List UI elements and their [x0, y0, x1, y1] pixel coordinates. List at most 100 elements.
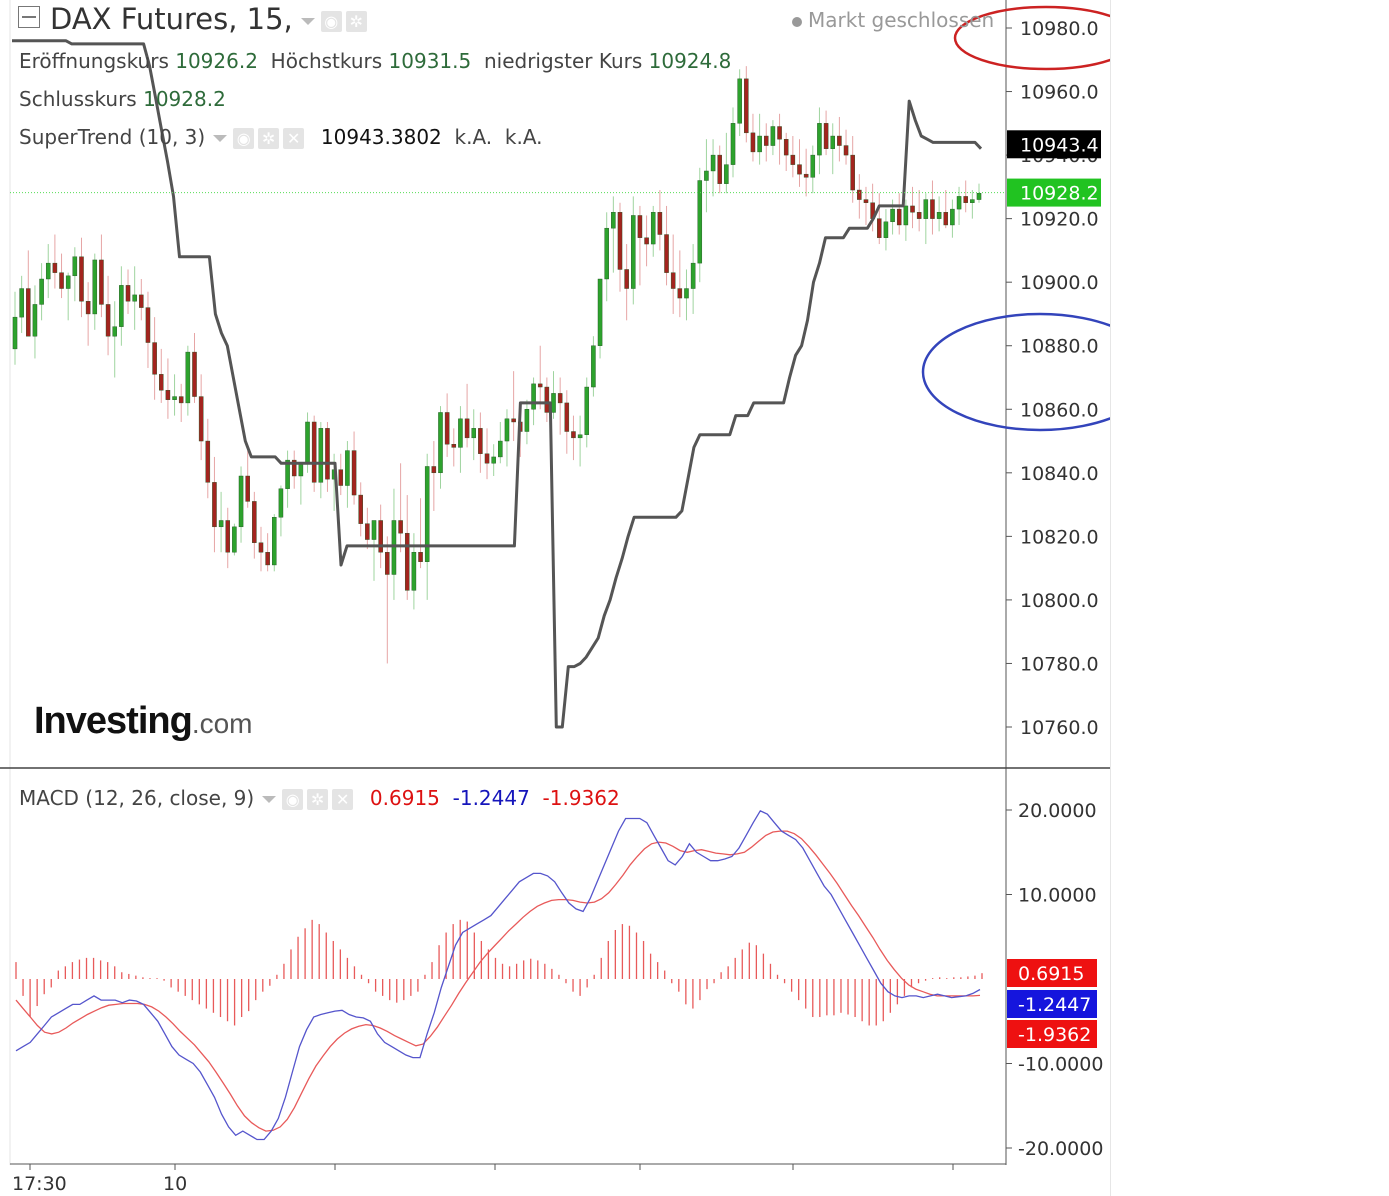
- candle-body: [105, 304, 111, 337]
- candle-body: [278, 488, 284, 518]
- open-label: Eröffnungskurs: [19, 49, 169, 73]
- macd-value-tag: [1007, 1020, 1097, 1048]
- candle-body: [537, 383, 543, 388]
- candle-body: [99, 259, 104, 305]
- candle-body: [863, 199, 869, 203]
- macd-value-1: 0.6915: [369, 786, 440, 810]
- candle-body: [345, 450, 350, 486]
- open-value: 10926.2: [175, 49, 258, 73]
- candle-body: [817, 123, 822, 156]
- candle-body: [458, 418, 463, 448]
- candle-body: [185, 351, 191, 404]
- symbol-dropdown-icon[interactable]: [300, 17, 315, 25]
- candle-body: [19, 288, 24, 318]
- candle-body: [272, 517, 277, 566]
- candle-body: [325, 428, 330, 480]
- candle-body: [165, 390, 171, 400]
- candle-body: [59, 272, 64, 289]
- candle-body: [338, 469, 344, 486]
- candle-body: [644, 237, 649, 245]
- candle-body: [431, 466, 437, 474]
- candle-body: [637, 215, 643, 238]
- macd-legend: MACD (12, 26, close, 9) ◉ ✲ ✕ 0.6915 -1.244…: [19, 786, 620, 810]
- price-tick-label: 10800.0: [1020, 590, 1099, 612]
- supertrend-price-tag: [1007, 130, 1101, 159]
- collapse-icon[interactable]: [18, 6, 40, 28]
- price-tick-label: 10900.0: [1020, 272, 1099, 294]
- candle-body: [245, 475, 250, 502]
- chart-canvas: 10760.0 10780.0 10800.0 10820.0 10840.0 10860…: [0, 0, 1110, 1196]
- macd-tick-label: 10.0000: [1018, 885, 1097, 907]
- last-price-tag: [1007, 178, 1101, 207]
- supertrend-price-tag-text: 10943.4: [1020, 134, 1099, 156]
- candle-body: [112, 326, 117, 337]
- eye-icon[interactable]: ◉: [282, 789, 304, 810]
- candle-body: [857, 189, 862, 200]
- gear-icon[interactable]: ✲: [307, 789, 329, 810]
- candle-body: [365, 523, 370, 540]
- candle-body: [631, 215, 636, 289]
- price-tick-label: 10780.0: [1020, 653, 1099, 675]
- macd-dropdown-icon[interactable]: [262, 796, 277, 803]
- candle-body: [531, 383, 536, 410]
- candle-body: [311, 421, 317, 483]
- candle-body: [418, 552, 423, 562]
- eye-icon[interactable]: ◉: [233, 128, 255, 149]
- candle-body: [744, 78, 749, 134]
- candle-body: [803, 173, 809, 178]
- candle-body: [571, 431, 576, 439]
- candle-body: [398, 520, 403, 534]
- candle-body: [943, 212, 949, 226]
- macd-tick-label: -20.0000: [1018, 1138, 1103, 1160]
- price-tick-label: 10960.0: [1020, 82, 1099, 104]
- candle-body: [717, 154, 722, 184]
- candle-body: [750, 132, 756, 153]
- candle-body: [411, 552, 417, 591]
- candle-body: [65, 275, 71, 289]
- macd-value-tag-text: -1.2447: [1018, 994, 1091, 1016]
- supertrend-dropdown-icon[interactable]: [213, 135, 228, 142]
- eye-icon[interactable]: ◉: [320, 10, 342, 32]
- signal-line: [15, 830, 981, 1132]
- price-tick-label: 10920.0: [1020, 209, 1099, 231]
- blue-annotation-ellipse: [921, 312, 1110, 432]
- chart-area: 10760.0 10780.0 10800.0 10820.0 10840.0 10860…: [0, 0, 1110, 1196]
- investing-logo: Investing.com: [34, 700, 253, 743]
- candle-body: [890, 208, 895, 223]
- candle-body: [385, 552, 390, 575]
- candle-body: [451, 444, 457, 448]
- close-icon[interactable]: ✕: [283, 128, 305, 149]
- supertrend-na-1: k.A.: [454, 125, 493, 149]
- candle-body: [877, 218, 882, 238]
- gear-icon[interactable]: ✲: [345, 10, 367, 32]
- candle-body: [39, 278, 44, 305]
- supertrend-value: 10943.3802: [320, 125, 442, 149]
- price-tick-label: 10980.0: [1020, 18, 1099, 40]
- macd-line: [15, 809, 981, 1141]
- macd-tick-label: -10.0000: [1018, 1054, 1103, 1076]
- candle-body: [192, 351, 197, 397]
- candle-body: [843, 145, 849, 156]
- candle-body: [564, 402, 570, 432]
- high-value: 10931.5: [388, 49, 472, 73]
- candle-body: [265, 552, 270, 566]
- close-icon[interactable]: ✕: [332, 789, 354, 810]
- candle-body: [92, 259, 98, 315]
- candle-body: [684, 288, 689, 299]
- candle-body: [677, 288, 683, 299]
- candle-body: [597, 278, 603, 346]
- macd-tick-label: 20.0000: [1018, 800, 1097, 822]
- candle-body: [232, 526, 237, 553]
- close-legend: Schlusskurs 10928.2: [19, 87, 226, 111]
- last-price-tag-text: 10928.2: [1020, 183, 1099, 205]
- candle-body: [710, 154, 716, 172]
- candle-body: [591, 345, 596, 388]
- candle-body: [883, 221, 889, 238]
- candle-body: [378, 520, 383, 553]
- candle-body: [956, 196, 962, 210]
- gear-icon[interactable]: ✲: [258, 128, 280, 149]
- candle-body: [697, 180, 703, 264]
- candle-body: [664, 234, 669, 273]
- macd-value-tag-text: -1.9362: [1018, 1024, 1091, 1046]
- candle-body: [850, 154, 855, 191]
